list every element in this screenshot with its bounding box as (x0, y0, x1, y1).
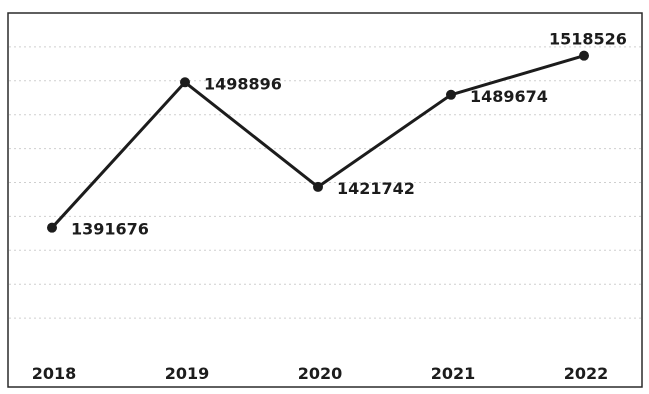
data-label-2019: 1498896 (204, 74, 282, 93)
plot-frame (7, 12, 643, 388)
data-point-2018 (47, 222, 57, 233)
data-label-2018: 1391676 (71, 220, 149, 239)
data-label-2022: 1518526 (549, 30, 627, 49)
x-tick-2019: 2019 (165, 364, 210, 383)
x-tick-2018: 2018 (32, 364, 77, 383)
series-layer (47, 50, 589, 233)
data-point-2022 (579, 50, 589, 61)
data-label-2020: 1421742 (337, 179, 415, 198)
data-point-2021 (446, 89, 456, 100)
data-labels: 1391676 1498896 1421742 1489674 1518526 (71, 30, 627, 239)
data-point-2019 (180, 77, 190, 88)
data-point-2020 (313, 181, 323, 192)
x-tick-2020: 2020 (298, 364, 343, 383)
data-label-2021: 1489674 (470, 87, 548, 106)
x-axis-tick-labels: 2018 2019 2020 2021 2022 (32, 364, 609, 383)
x-tick-2021: 2021 (431, 364, 476, 383)
x-tick-2022: 2022 (564, 364, 609, 383)
